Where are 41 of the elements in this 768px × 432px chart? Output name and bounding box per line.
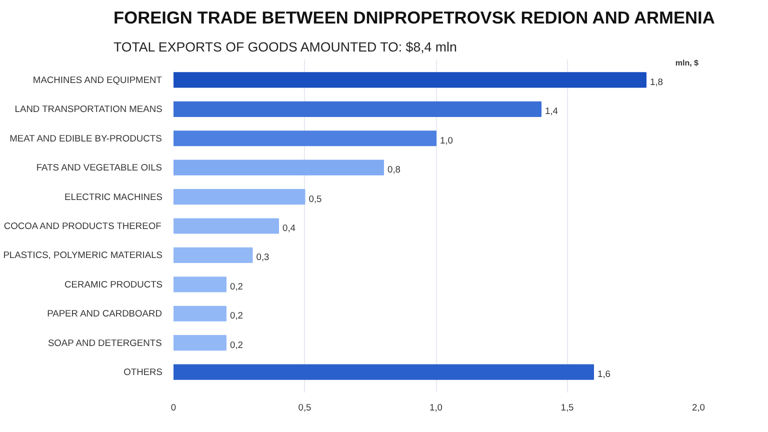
bar <box>174 101 542 117</box>
data-label: 0,5 <box>308 194 322 204</box>
data-label: 0,2 <box>230 281 243 292</box>
x-tick-label: 0 <box>170 402 176 412</box>
y-tick-label: CERAMIC PRODUCTS <box>64 279 163 290</box>
data-label: 1,6 <box>598 369 610 380</box>
data-label: 1,0 <box>440 135 453 146</box>
y-tick-label: PAPER AND CARDBOARD <box>47 308 162 319</box>
x-tick-label: 0,5 <box>298 402 312 412</box>
chart-title: FOREIGN TRADE BETWEEN DNIPROPETROVSK REDION AND ARMENIA <box>114 8 716 28</box>
y-tick-label: OTHERS <box>124 367 163 378</box>
data-label: 0,2 <box>230 340 243 350</box>
bar <box>174 247 253 264</box>
data-label: 0,8 <box>388 164 400 175</box>
x-axis-title: mln, $ <box>675 58 700 68</box>
bar <box>174 306 226 322</box>
y-tick-label: COCOA AND PRODUCTS THEREOF <box>4 221 162 231</box>
y-tick-label: LAND TRANSPORTATION MEANS <box>14 104 162 114</box>
x-tick-label: 1,5 <box>560 402 574 412</box>
bar <box>174 364 594 380</box>
y-tick-label: PLASTICS, POLYMERIC MATERIALS <box>3 250 163 260</box>
data-label: 1,8 <box>650 76 663 87</box>
bar <box>174 72 646 88</box>
y-tick-label: FATS AND VEGETABLE OILS <box>36 162 162 173</box>
chart-subtitle: TOTAL EXPORTS OF GOODS AMOUNTED TO: $8,4 mln <box>114 40 457 54</box>
y-tick-label: SOAP AND DETERGENTS <box>48 338 162 348</box>
data-label: 1,4 <box>545 106 558 116</box>
bar <box>174 335 226 351</box>
bar <box>174 218 279 234</box>
data-label: 0,3 <box>256 252 270 262</box>
data-label: 0,2 <box>230 310 243 321</box>
y-tick-label: ELECTRIC MACHINES <box>64 192 163 202</box>
data-label: 0,4 <box>282 223 296 233</box>
bar <box>174 160 384 176</box>
bar <box>174 130 436 146</box>
bar <box>174 276 226 292</box>
x-tick-label: 1,0 <box>430 402 442 412</box>
x-tick-label: 2,0 <box>692 402 705 412</box>
bar <box>174 188 306 205</box>
y-tick-label: MEAT AND EDIBLE BY-PRODUCTS <box>10 133 162 144</box>
y-tick-label: MACHINES AND EQUIPMENT <box>32 74 162 85</box>
